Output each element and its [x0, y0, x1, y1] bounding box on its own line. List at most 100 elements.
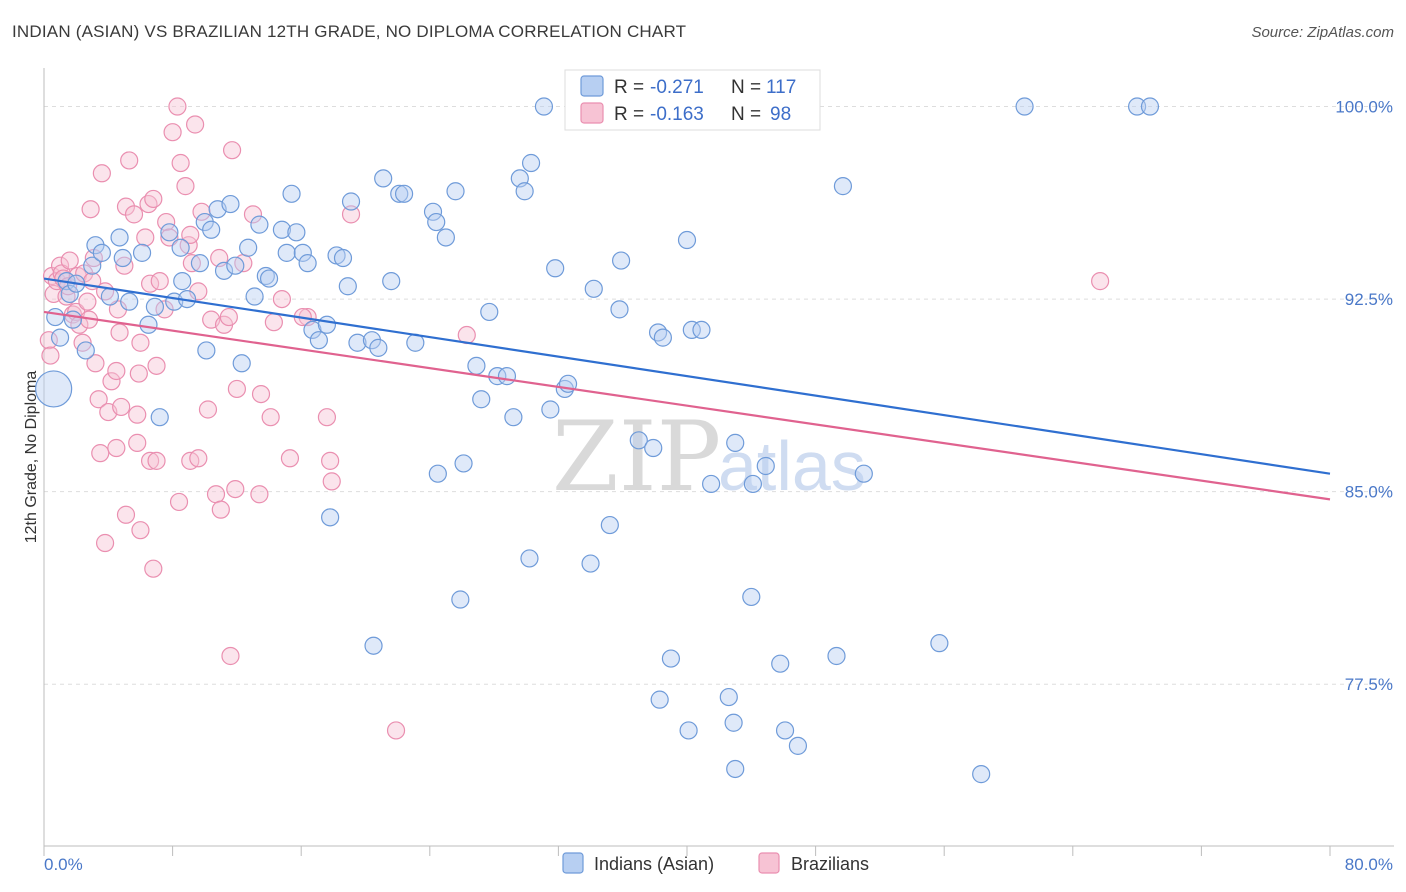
indian-point-40 [282, 184, 301, 203]
indian-point-0 [35, 370, 73, 408]
indian-point-61 [436, 228, 455, 247]
indian-point-86 [692, 320, 711, 340]
trend-line-indians [43, 277, 1331, 475]
indian-point-91 [833, 177, 853, 196]
indian-point-7 [76, 341, 95, 360]
series-brazilians-points [39, 97, 1110, 740]
brazilian-point-76 [140, 451, 160, 470]
indian-point-24 [190, 254, 210, 273]
indian-point-90 [756, 456, 775, 476]
y-axis-title: 12th Grade, No Diploma [23, 371, 40, 544]
indian-point-114 [724, 713, 743, 732]
brazilian-point-69 [272, 289, 292, 309]
indian-point-100 [520, 549, 539, 568]
indian-point-4 [60, 284, 79, 304]
indian-point-68 [504, 408, 523, 427]
brazilian-point-27 [102, 372, 121, 391]
brazilian-point-82 [131, 521, 150, 540]
indian-point-27 [202, 220, 221, 239]
watermark-zip: ZIP [552, 401, 721, 513]
indian-point-104 [661, 649, 681, 668]
gridlines [44, 106, 1394, 685]
brazilian-point-42 [144, 189, 163, 209]
brazilian-point-83 [144, 559, 163, 578]
indian-point-59 [423, 202, 443, 221]
indian-point-110 [788, 736, 808, 755]
brazilian-point-46 [157, 212, 176, 232]
correlation-legend: R = -0.271 N = 117 R = -0.163 N = 98 [564, 69, 821, 131]
axes [43, 68, 1394, 847]
brazilian-point-50 [171, 153, 190, 173]
legend-box [564, 69, 821, 131]
y-tick-label-1: 85.0% [1345, 483, 1393, 502]
indian-point-45 [309, 331, 328, 350]
indian-point-15 [132, 243, 152, 262]
brazilian-point-23 [89, 390, 108, 409]
brazilian-point-81 [116, 505, 136, 524]
brazilian-point-91 [250, 485, 269, 504]
brazilian-point-68 [261, 408, 280, 427]
brazilian-point-66 [243, 205, 263, 224]
indian-point-38 [272, 220, 292, 239]
indian-point-77 [584, 279, 603, 298]
indian-point-35 [250, 215, 269, 234]
indian-point-11 [100, 287, 120, 306]
brazilian-point-90 [226, 479, 245, 499]
y-tick-label-0: 77.5% [1345, 675, 1393, 694]
brazilian-point-80 [95, 533, 115, 553]
y-axis-tick-labels: 77.5% 85.0% 92.5% 100.0% [1335, 98, 1393, 695]
brazilian-point-97 [386, 721, 406, 740]
legend-swatch-brazilians [580, 102, 604, 124]
brazilian-point-0 [39, 331, 58, 350]
indian-point-87 [702, 474, 721, 494]
brazilian-point-17 [78, 292, 97, 311]
indian-point-71 [521, 153, 541, 173]
brazilian-point-10 [60, 251, 79, 270]
brazilian-point-55 [186, 115, 205, 134]
indian-point-112 [650, 690, 669, 709]
brazilian-point-67 [251, 384, 271, 404]
brazilian-point-77 [128, 433, 147, 452]
brazilian-point-63 [222, 141, 242, 160]
indian-point-57 [394, 184, 414, 203]
indian-point-21 [171, 238, 190, 257]
indian-point-41 [287, 223, 306, 242]
indian-point-17 [145, 297, 165, 316]
legend-r-value-brazilians: -0.163 [650, 104, 704, 125]
legend-r-value-indians: -0.271 [650, 77, 704, 98]
source-credit: Source: ZipAtlas.com [1251, 24, 1394, 41]
indian-point-63 [467, 356, 486, 375]
brazilian-point-31 [112, 397, 131, 417]
series-legend: Indians (Asian) Brazilians [562, 852, 869, 874]
indian-point-19 [160, 223, 179, 242]
brazilian-point-37 [129, 364, 148, 383]
indian-point-32 [232, 354, 251, 373]
indian-point-42 [293, 243, 312, 262]
brazilian-point-39 [136, 228, 155, 247]
brazilian-point-72 [317, 408, 337, 427]
indian-point-67 [497, 367, 517, 386]
indian-point-34 [245, 287, 264, 306]
indian-point-39 [277, 243, 296, 262]
indian-point-26 [197, 341, 216, 360]
indian-point-72 [534, 97, 554, 116]
y-tick-label-3: 100.0% [1335, 98, 1393, 117]
indian-point-97 [454, 454, 473, 473]
indian-point-83 [653, 328, 672, 347]
indian-point-101 [581, 554, 600, 573]
x-axis-ticks [43, 846, 1331, 856]
indian-point-107 [827, 646, 846, 666]
brazilian-point-49 [168, 97, 187, 116]
brazilian-point-38 [131, 333, 150, 352]
indian-point-93 [1015, 97, 1034, 116]
indian-point-37 [259, 269, 279, 288]
legend-n-label-indians: N = [731, 77, 761, 98]
indian-point-78 [610, 300, 629, 319]
brazilian-point-79 [91, 444, 110, 463]
brazilian-point-48 [163, 123, 182, 142]
indian-point-49 [338, 277, 357, 296]
brazilian-point-36 [128, 405, 147, 424]
indian-point-60 [427, 212, 446, 232]
series-indians-points [35, 97, 1160, 784]
legend-n-value-brazilians: 98 [770, 104, 791, 125]
